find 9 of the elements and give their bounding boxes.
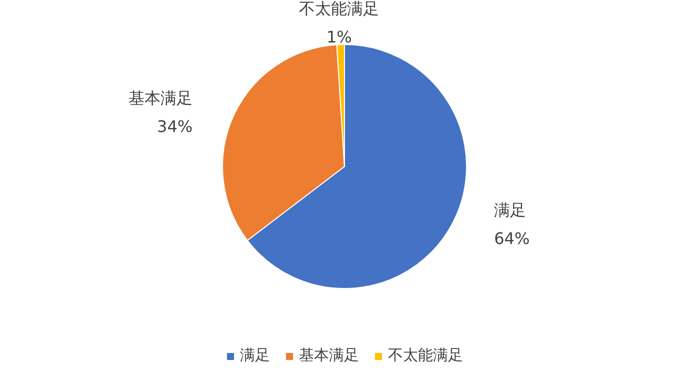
data-label: 1% — [326, 27, 352, 46]
legend-label: 满足 — [240, 346, 270, 365]
legend-label: 不太能满足 — [388, 346, 463, 365]
legend-label: 基本满足 — [299, 346, 359, 365]
data-label: 34% — [157, 117, 193, 136]
slice-label: 满足 — [494, 200, 526, 220]
slice-label: 不太能满足 — [299, 0, 380, 18]
slice-label: 基本满足 — [128, 88, 193, 108]
data-label: 64% — [494, 228, 530, 248]
